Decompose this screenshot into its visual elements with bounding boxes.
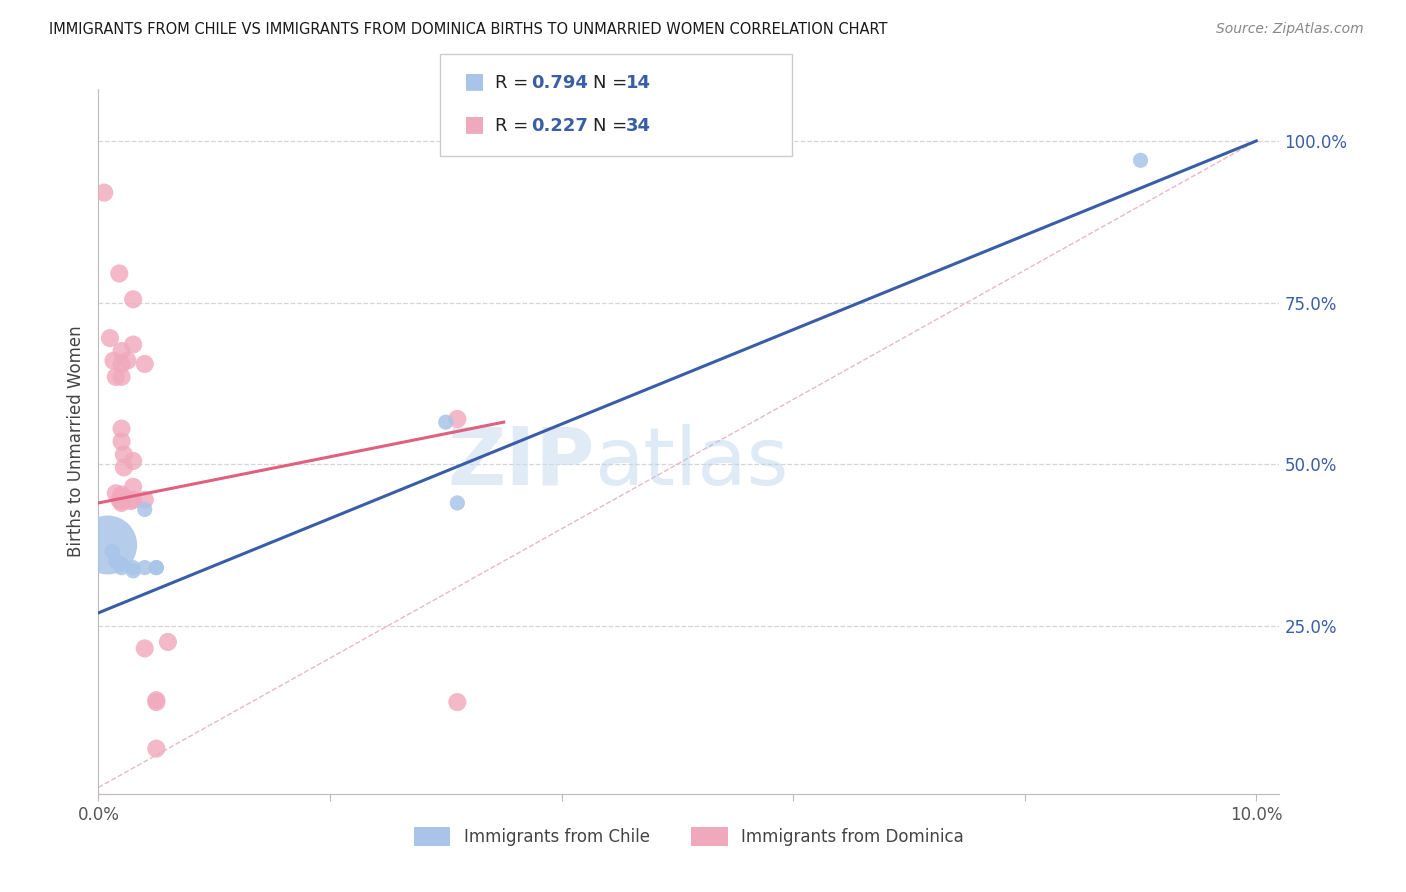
Point (446, 496, 468, 510)
Point (112, 447, 135, 461)
Text: R =: R = (495, 74, 534, 92)
Point (145, 693, 167, 707)
Point (145, 560, 167, 574)
Point (104, 486, 127, 500)
Text: ■: ■ (464, 71, 485, 91)
Point (110, 558, 132, 572)
Point (117, 353, 139, 368)
Point (1129, 153, 1152, 168)
Text: N =: N = (593, 117, 633, 135)
Point (145, 560, 167, 574)
Point (108, 492, 131, 507)
Point (134, 492, 156, 507)
Point (122, 492, 145, 507)
Point (110, 434, 132, 449)
Point (110, 490, 132, 504)
Point (110, 357, 132, 371)
Text: 14: 14 (626, 74, 651, 92)
Y-axis label: Births to Unmarried Women: Births to Unmarried Women (66, 326, 84, 558)
Text: ■: ■ (464, 114, 485, 134)
Point (108, 267, 131, 281)
Point (134, 560, 156, 574)
Point (434, 415, 457, 429)
Point (122, 337, 145, 351)
Point (110, 496, 132, 510)
Point (446, 695, 468, 709)
Text: IMMIGRANTS FROM CHILE VS IMMIGRANTS FROM DOMINICA BIRTHS TO UNMARRIED WOMEN CORR: IMMIGRANTS FROM CHILE VS IMMIGRANTS FROM… (49, 22, 887, 37)
Point (122, 564, 145, 578)
Text: ZIP: ZIP (447, 424, 595, 501)
Point (134, 641, 156, 656)
Point (93, 186, 115, 200)
Point (110, 494, 132, 508)
Point (110, 370, 132, 384)
Point (134, 357, 156, 371)
Text: Source: ZipAtlas.com: Source: ZipAtlas.com (1216, 22, 1364, 37)
Point (122, 454, 145, 468)
Point (110, 560, 132, 574)
Point (145, 695, 167, 709)
Point (101, 544, 124, 558)
Point (110, 422, 132, 436)
Text: 0.227: 0.227 (531, 117, 588, 135)
Point (134, 502, 156, 516)
Point (156, 635, 179, 649)
Point (104, 370, 127, 384)
Point (120, 494, 142, 508)
Point (97, 538, 120, 552)
Text: N =: N = (593, 74, 633, 92)
Point (145, 741, 167, 756)
Text: 34: 34 (626, 117, 651, 135)
Point (122, 560, 145, 574)
Text: 0.794: 0.794 (531, 74, 588, 92)
Point (122, 293, 145, 307)
Point (110, 344, 132, 359)
Point (104, 554, 127, 568)
Text: atlas: atlas (595, 424, 789, 501)
Point (122, 480, 145, 494)
Legend: Immigrants from Chile, Immigrants from Dominica: Immigrants from Chile, Immigrants from D… (408, 820, 970, 853)
Point (446, 412, 468, 426)
Point (103, 353, 125, 368)
Point (98, 331, 121, 345)
Point (110, 487, 132, 501)
Point (112, 460, 135, 475)
Text: R =: R = (495, 117, 534, 135)
